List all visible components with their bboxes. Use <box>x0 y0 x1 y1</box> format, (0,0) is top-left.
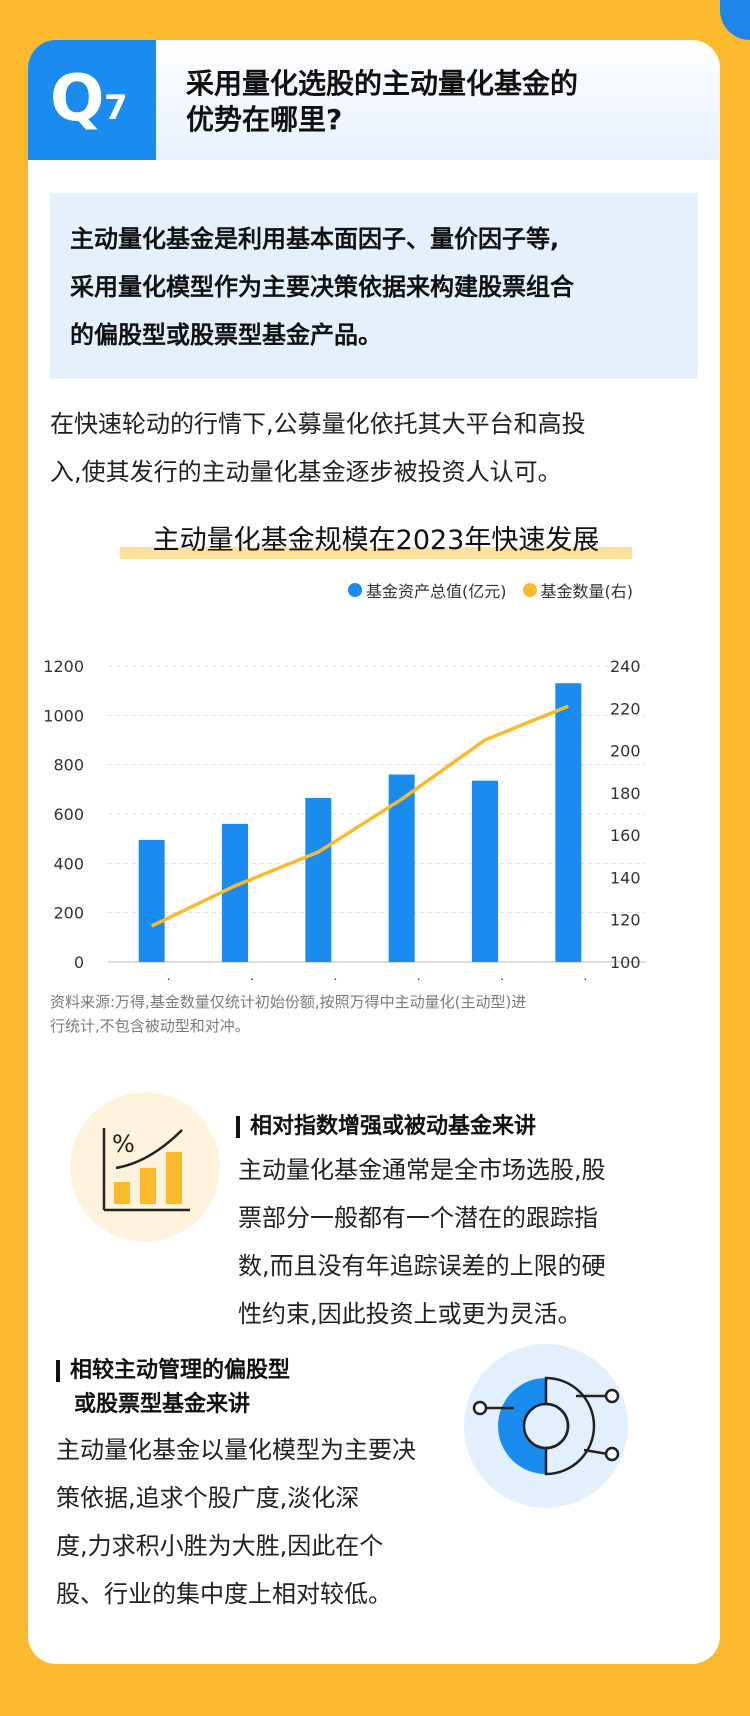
question-title-box: 采用量化选股的主动量化基金的 优势在哪里? <box>156 40 720 160</box>
source-note: 资料来源:万得,基金数量仅统计初始份额,按照万得中主动量化(主动型)进 行统计,… <box>50 990 700 1038</box>
donut-network-graphic <box>472 1376 620 1476</box>
line-series <box>150 704 569 928</box>
intro-paragraph: 在快速轮动的行情下,公募量化依托其大平台和高投 入,使其发行的主动量化基金逐步被… <box>50 400 700 496</box>
legend-dot-yellow <box>522 583 537 597</box>
section1-line-3: 数,而且没有年追踪误差的上限的硬 <box>238 1252 606 1280</box>
content-card: Q 7 采用量化选股的主动量化基金的 优势在哪里? 主动量化基金是利用基本面因子… <box>28 40 720 1664</box>
legend-item-count: 基金数量(右) <box>522 578 634 602</box>
definition-text: 主动量化基金是利用基本面因子、量价因子等, 采用量化模型作为主要决策依据来构建股… <box>70 215 680 359</box>
chart-title-text: 主动量化基金规模在2023年快速发展 <box>152 525 600 556</box>
question-badge: Q 7 <box>28 40 156 160</box>
y-left-tick-label: 200 <box>53 904 84 923</box>
section2-line-2: 策依据,追求个股广度,淡化深 <box>56 1484 360 1512</box>
title-line-2: 优势在哪里? <box>186 103 343 136</box>
title-line-1: 采用量化选股的主动量化基金的 <box>186 67 579 100</box>
legend-dot-blue <box>348 583 362 597</box>
definition-line-2: 采用量化模型作为主要决策依据来构建股票组合 <box>70 273 574 301</box>
bar <box>388 774 415 962</box>
section2-line-3: 度,力求积小胜为大胜,因此在个 <box>56 1532 384 1560</box>
y-left-tick-label: 400 <box>53 854 84 873</box>
y-left-tick-label: 600 <box>53 805 84 824</box>
section2-line-1: 主动量化基金以量化模型为主要决 <box>56 1436 416 1464</box>
bar <box>472 780 498 962</box>
corner-decoration <box>720 0 750 40</box>
bar <box>555 683 582 962</box>
heading-bar <box>236 1116 240 1138</box>
section1-line-1: 主动量化基金通常是全市场选股,股 <box>238 1156 606 1184</box>
y-right-tick-label: 140 <box>610 868 641 887</box>
source-line-2: 行统计,不包含被动型和对冲。 <box>50 1017 250 1035</box>
y-left-tick-label: 1000 <box>43 706 84 725</box>
intro-line-2: 入,使其发行的主动量化基金逐步被投资人认可。 <box>50 458 562 486</box>
section1-heading-text: 相对指数增强或被动基金来讲 <box>250 1114 537 1139</box>
badge-letter: Q <box>50 62 104 136</box>
bar-chart-percent-graphic: % <box>102 1128 190 1212</box>
question-title: 采用量化选股的主动量化基金的 优势在哪里? <box>186 66 706 138</box>
legend-label-assets: 基金资产总值(亿元) <box>366 582 507 601</box>
y-left-tick-label: 800 <box>53 756 84 775</box>
heading-bar <box>56 1360 60 1382</box>
badge-number: 7 <box>104 88 128 128</box>
y-right-tick-label: 240 <box>610 657 641 676</box>
y-right-tick-label: 200 <box>610 742 641 761</box>
section2-body: 主动量化基金以量化模型为主要决 策依据,追求个股广度,淡化深 度,力求积小胜为大… <box>56 1426 476 1618</box>
definition-line-3: 的偏股型或股票型基金产品。 <box>70 321 382 349</box>
section2-heading-line-1: 相较主动管理的偏股型 <box>70 1358 291 1383</box>
x-tick-label: 2019年 <box>207 977 264 980</box>
section2-heading: 相较主动管理的偏股型 或股票型基金来讲 <box>56 1354 290 1422</box>
title-highlight <box>120 547 632 559</box>
y-right-tick-label: 120 <box>610 911 641 930</box>
donut-network-icon <box>464 1344 628 1508</box>
y-left-tick-label: 1200 <box>43 657 84 676</box>
section1-body: 主动量化基金通常是全市场选股,股 票部分一般都有一个潜在的跟踪指 数,而且没有年… <box>238 1146 708 1338</box>
y-right-tick-label: 220 <box>610 699 641 718</box>
definition-box: 主动量化基金是利用基本面因子、量价因子等, 采用量化模型作为主要决策依据来构建股… <box>50 193 698 379</box>
chart-title: 主动量化基金规模在2023年快速发展 <box>116 518 636 559</box>
bar-chart-percent-icon: % <box>70 1092 220 1242</box>
y-right-tick-label: 100 <box>610 953 641 972</box>
x-tick-label: 2018年 <box>123 977 180 980</box>
bar <box>222 823 248 962</box>
x-tick-label: 2022年 <box>457 977 514 980</box>
chart-legend: 基金资产总值(亿元) 基金数量(右) <box>348 578 633 602</box>
section2-heading-line-2: 或股票型基金来讲 <box>74 1392 251 1417</box>
legend-label-count: 基金数量(右) <box>540 582 634 601</box>
bar <box>138 839 165 962</box>
x-tick-label: 2021年 <box>373 977 430 980</box>
definition-line-1: 主动量化基金是利用基本面因子、量价因子等, <box>70 225 560 253</box>
y-right-tick-label: 160 <box>610 826 641 845</box>
y-left-tick-label: 0 <box>74 953 84 972</box>
source-line-1: 资料来源:万得,基金数量仅统计初始份额,按照万得中主动量化(主动型)进 <box>50 993 527 1011</box>
intro-line-1: 在快速轮动的行情下,公募量化依托其大平台和高投 <box>50 410 586 438</box>
section1-heading: 相对指数增强或被动基金来讲 <box>236 1110 536 1144</box>
section1-line-4: 性约束,因此投资上或更为灵活。 <box>238 1300 582 1328</box>
bar <box>305 797 332 962</box>
y-right-tick-label: 180 <box>610 784 641 803</box>
legend-item-assets: 基金资产总值(亿元) <box>348 578 507 602</box>
percent-glyph: % <box>112 1130 135 1158</box>
section1-line-2: 票部分一般都有一个潜在的跟踪指 <box>238 1204 598 1232</box>
section2-line-4: 股、行业的集中度上相对较低。 <box>56 1580 392 1608</box>
x-tick-label: 2020年 <box>290 977 347 980</box>
combo-chart: 0 200 400 600 800 1000 1200 100 120 140 160 180 200 2… <box>43 657 646 980</box>
x-tick-label: 2023年 <box>540 977 597 980</box>
